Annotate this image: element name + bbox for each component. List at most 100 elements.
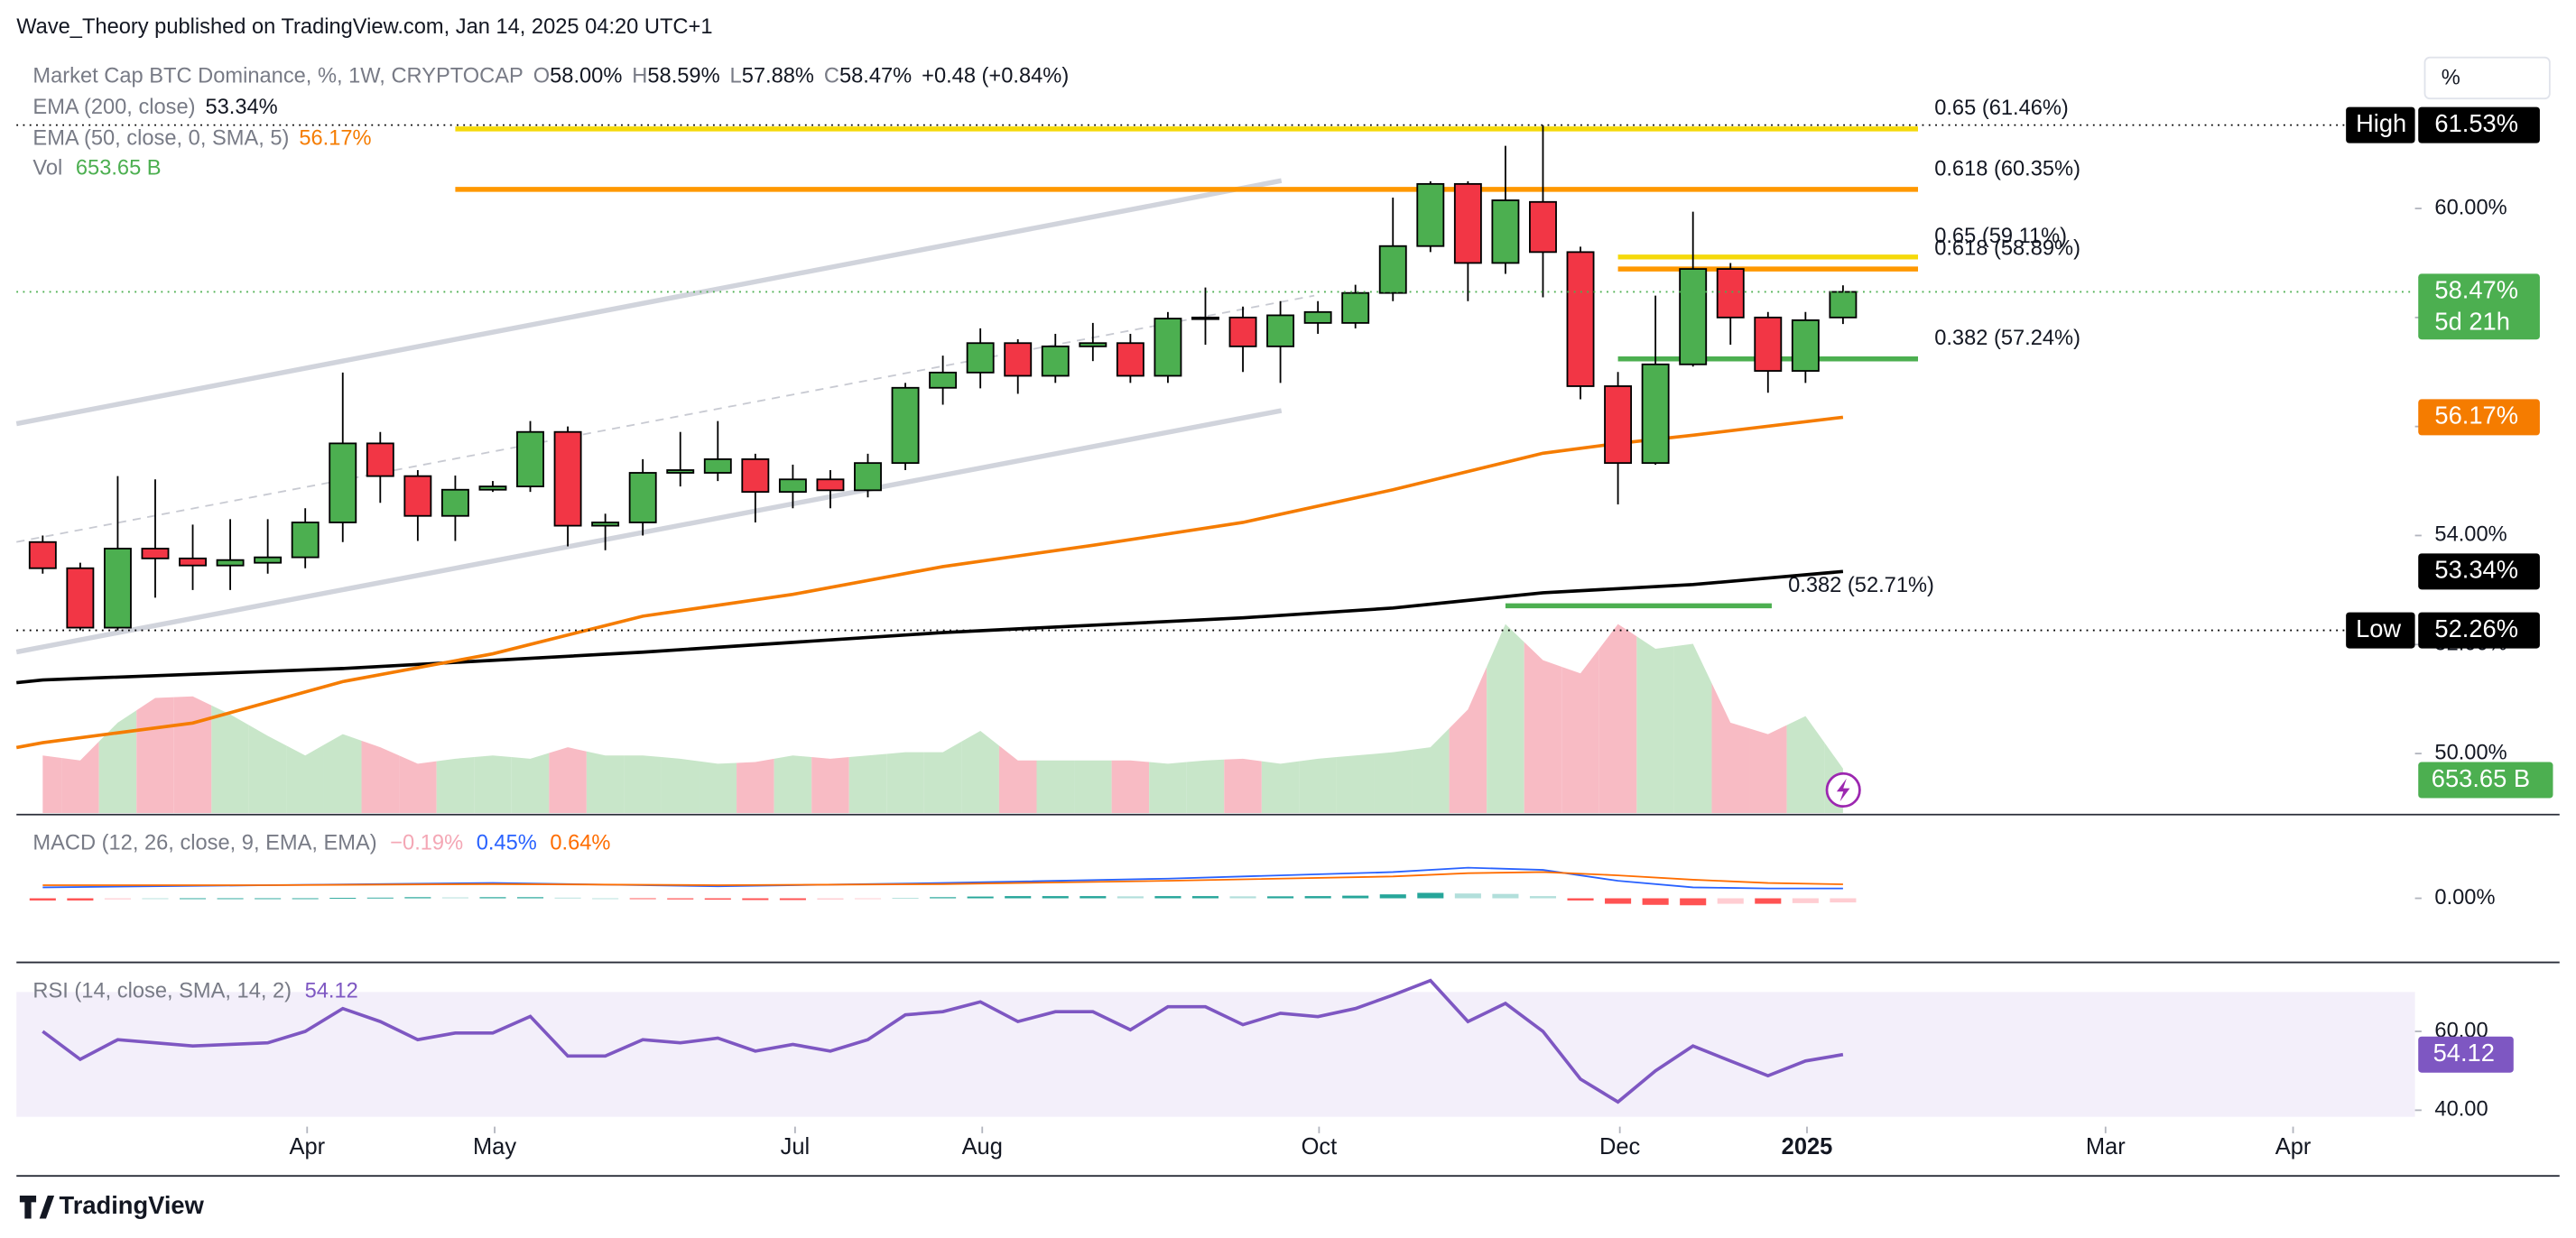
volume-area xyxy=(286,744,324,813)
legend-o: 58.00% xyxy=(550,65,622,88)
price-tag-box xyxy=(2346,106,2415,143)
macd-histogram-bar xyxy=(1642,898,1669,905)
macd-histogram-bar xyxy=(1417,892,1444,899)
macd-histogram-bar xyxy=(854,898,882,900)
candle-body xyxy=(1754,316,1783,372)
y-tick-label: 54.00% xyxy=(2434,523,2507,547)
rsi-title: RSI (14, close, SMA, 14, 2) xyxy=(32,980,292,1003)
candle-body xyxy=(891,386,920,465)
volume-label: 653.65 B xyxy=(2432,764,2530,792)
volume-area xyxy=(399,755,437,813)
volume-area xyxy=(1711,683,1750,813)
price-label-box xyxy=(2418,612,2540,649)
candle-body xyxy=(1829,291,1858,319)
ema200-value: 53.34% xyxy=(205,96,277,119)
volume-area xyxy=(661,757,700,813)
volume-area xyxy=(886,752,924,813)
x-tick-label: Dec xyxy=(1599,1134,1641,1159)
volume-area xyxy=(1524,642,1562,813)
candle-body xyxy=(929,371,958,389)
volume-label-box xyxy=(2418,762,2553,799)
fib-label: 0.618 (58.89%) xyxy=(1934,236,2080,260)
volume-area xyxy=(1186,759,1225,813)
candle-body xyxy=(1079,342,1107,347)
volume-area xyxy=(624,755,662,813)
volume-area xyxy=(737,758,774,813)
legend-h: 58.59% xyxy=(647,65,719,88)
volume-area xyxy=(1336,753,1375,813)
macd-histogram-bar xyxy=(292,898,319,900)
volume-area xyxy=(1149,762,1187,813)
macd-histogram-bar xyxy=(554,897,581,899)
price-label: 53.34% xyxy=(2434,556,2518,584)
x-tick-label: 2025 xyxy=(1782,1134,1833,1159)
macd-hist-value: −0.19% xyxy=(390,832,463,855)
legend-c: 58.47% xyxy=(839,65,912,88)
macd-histogram-bar xyxy=(1680,898,1707,906)
price-label-box xyxy=(2418,106,2540,143)
volume-area xyxy=(248,725,287,813)
candle-body xyxy=(1679,268,1708,365)
brand-name: TradingView xyxy=(60,1191,205,1219)
brand-logo xyxy=(19,1196,55,1219)
legend-row: EMA (50, close, 0, SMA, 5) 56.17% xyxy=(32,127,371,151)
macd-histogram-bar xyxy=(1154,896,1181,899)
macd-histogram-bar xyxy=(104,898,131,900)
legend-c-label: C xyxy=(824,65,839,88)
channel-upper xyxy=(15,178,1283,427)
candle-body xyxy=(1041,345,1070,377)
channel-mid xyxy=(16,294,1315,543)
candle-body xyxy=(1716,268,1745,319)
candle-body xyxy=(28,540,57,569)
candle-body xyxy=(1341,291,1370,324)
candle-body xyxy=(440,488,469,517)
candle-body xyxy=(1566,251,1595,387)
macd-histogram-bar xyxy=(1304,896,1331,899)
price-tag: Low xyxy=(2356,614,2401,642)
macd-histogram-bar xyxy=(255,898,282,900)
price-label: 58.47% xyxy=(2434,276,2518,304)
y-tick-label: 60.00% xyxy=(2434,196,2507,219)
macd-histogram-bar xyxy=(779,898,806,901)
candle-body xyxy=(1266,314,1295,347)
candle-body xyxy=(1228,316,1257,347)
x-tick-label: Apr xyxy=(289,1134,325,1159)
macd-histogram-bar xyxy=(142,898,169,900)
legend-l-label: L xyxy=(730,65,742,88)
volume-area xyxy=(211,705,249,813)
ema-line xyxy=(15,415,1844,750)
signal-value: 0.64% xyxy=(550,832,610,855)
candle-body xyxy=(103,548,132,629)
candle-body xyxy=(666,469,695,474)
volume-area xyxy=(1749,725,1787,813)
macd-line xyxy=(42,866,1843,890)
macd-histogram-bar xyxy=(217,898,244,900)
alert-bolt xyxy=(1836,778,1850,802)
macd-histogram-bar xyxy=(1005,896,1032,899)
ema50-name: EMA (50, close, 0, SMA, 5) xyxy=(32,127,289,151)
macd-histogram-bar xyxy=(1454,893,1481,899)
volume-area xyxy=(1786,716,1825,813)
x-tick-label: May xyxy=(473,1134,516,1159)
candle-body xyxy=(591,522,620,527)
rsi-label: 54.12 xyxy=(2433,1039,2495,1067)
currency-box[interactable] xyxy=(2423,56,2551,100)
macd-histogram-bar xyxy=(1830,898,1857,903)
candle-body xyxy=(1641,363,1670,465)
volume-area xyxy=(811,757,849,813)
price-tag: High xyxy=(2356,109,2406,137)
volume-area xyxy=(1636,636,1674,813)
price-label-box xyxy=(2418,273,2540,340)
volume-area xyxy=(1299,757,1337,813)
volume-area xyxy=(1487,624,1524,813)
macd-histogram-bar xyxy=(1229,896,1256,899)
macd-histogram-bar xyxy=(817,898,844,900)
candle-body xyxy=(254,556,283,564)
fib-label: 0.618 (60.35%) xyxy=(1934,157,2080,180)
currency-label[interactable]: % xyxy=(2442,67,2460,90)
legend-row: EMA (200, close) 53.34% xyxy=(32,96,277,119)
volume-area xyxy=(774,755,812,813)
candle-body xyxy=(1116,342,1144,377)
macd-histogram-bar xyxy=(1755,898,1782,904)
volume-area xyxy=(961,730,999,813)
